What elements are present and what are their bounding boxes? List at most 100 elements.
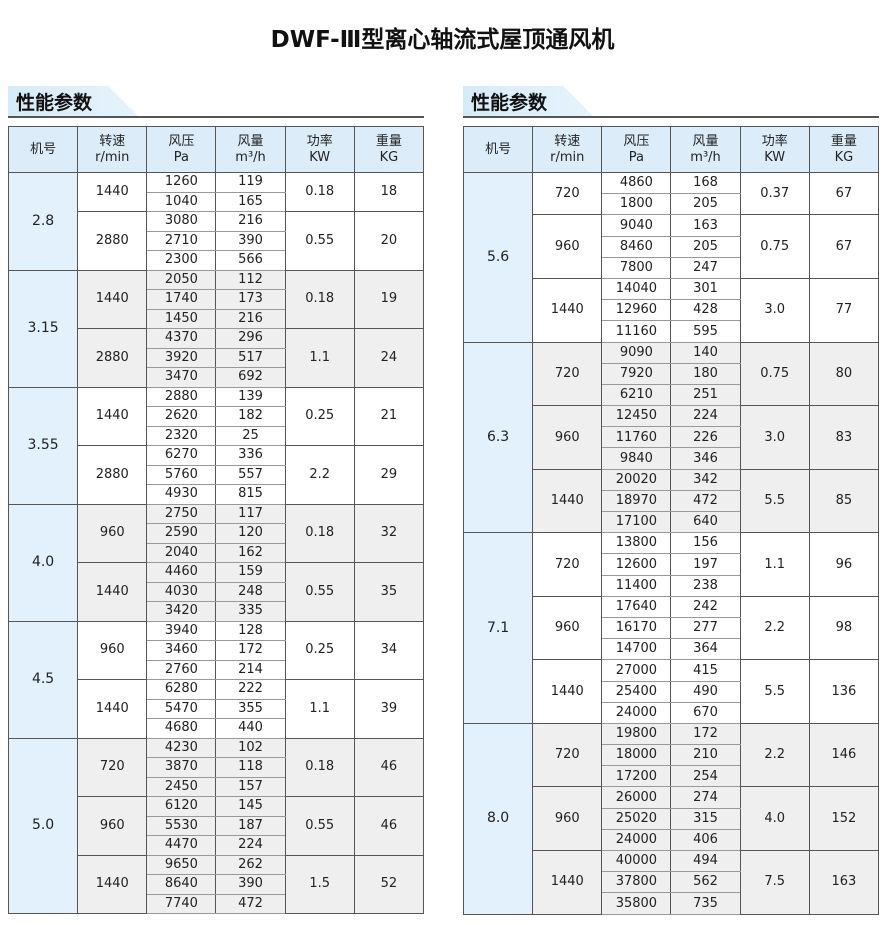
airflow-cell: 262 — [215, 854, 286, 875]
header-label: 功率 — [306, 133, 333, 149]
speed-cell: 960 — [77, 620, 148, 680]
header-label: 风压 — [623, 133, 650, 149]
airflow-cell: 440 — [215, 718, 286, 739]
model-cell: 3.55 — [7, 386, 79, 505]
airflow-cell: 156 — [670, 532, 741, 555]
pressure-cell: 2450 — [146, 776, 217, 797]
table-row: 1450 216 — [9, 308, 424, 329]
pressure-cell: 1040 — [146, 191, 217, 212]
left-panel: 性能参数 机号 转速 r/min 风压 Pa 风量 m³/h 功率 KW 重量 KG 2.8 1440 12… — [7, 84, 425, 914]
airflow-cell: 197 — [670, 553, 741, 576]
weight-cell: 46 — [353, 796, 425, 856]
table-row: 9840 346 — [464, 447, 879, 470]
table-row: 5530 187 — [9, 815, 424, 836]
table-row: 18970 472 — [464, 489, 879, 513]
power-cell: 3.0 — [739, 405, 810, 470]
table-row: 2880 6270 336 2.2 29 — [9, 445, 425, 505]
airflow-cell: 595 — [670, 320, 741, 343]
table-row: 3.55 1440 2880 139 0.25 21 — [7, 386, 425, 505]
column-header: 风量 m³/h — [215, 126, 286, 173]
pressure-cell: 27000 — [601, 659, 672, 682]
pressure-cell: 4930 — [146, 484, 217, 505]
speed-cell: 2880 — [77, 211, 148, 271]
performance-table: 机号 转速 r/min 风压 Pa 风量 m³/h 功率 KW 重量 KG 5.6 720 4860 168… — [462, 126, 880, 915]
pressure-cell: 6280 — [146, 679, 217, 700]
column-header: 风量 m³/h — [670, 126, 741, 173]
airflow-cell: 415 — [670, 659, 741, 682]
table-row: 5.6 720 4860 168 0.37 67 — [462, 171, 880, 343]
airflow-cell: 428 — [670, 299, 741, 322]
speed-cell: 720 — [77, 737, 148, 797]
model-cell: 3.15 — [7, 269, 79, 388]
pressure-cell: 3870 — [146, 757, 217, 778]
power-cell: 4.0 — [739, 786, 810, 851]
table-row: 35800 735 — [464, 892, 879, 915]
airflow-cell: 562 — [670, 871, 741, 894]
airflow-cell: 157 — [215, 776, 286, 797]
pressure-cell: 11160 — [601, 320, 672, 343]
weight-cell: 67 — [808, 214, 880, 279]
pressure-cell: 5760 — [146, 464, 217, 485]
power-cell: 1.1 — [739, 532, 810, 597]
speed-cell: 960 — [77, 503, 148, 563]
table-row: 960 9040 163 0.75 67 — [464, 214, 880, 279]
header-row: 机号 转速 r/min 风压 Pa 风量 m³/h 功率 KW 重量 KG — [7, 126, 425, 173]
airflow-cell: 118 — [215, 757, 286, 778]
power-cell: 0.18 — [284, 269, 355, 329]
airflow-cell: 494 — [670, 849, 741, 873]
pressure-cell: 4470 — [146, 835, 217, 856]
speed-cell: 720 — [532, 532, 603, 597]
pressure-cell: 11760 — [601, 426, 672, 449]
pressure-cell: 4860 — [601, 171, 672, 195]
table-row: 1440 4460 159 0.55 35 — [9, 562, 425, 622]
airflow-cell: 336 — [215, 445, 286, 466]
pressure-cell: 2050 — [146, 269, 217, 290]
airflow-cell: 517 — [215, 347, 286, 368]
airflow-cell: 277 — [670, 616, 741, 640]
weight-cell: 18 — [353, 172, 425, 212]
speed-cell: 1440 — [77, 854, 148, 914]
weight-cell: 77 — [808, 277, 880, 343]
table-row: 5470 355 — [9, 698, 424, 719]
table-row: 1440 27000 415 5.5 136 — [464, 659, 880, 724]
model-cell: 6.3 — [462, 341, 534, 534]
table-row: 2760 214 — [9, 659, 424, 680]
airflow-cell: 139 — [215, 386, 286, 407]
pressure-cell: 12450 — [601, 405, 672, 428]
power-cell: 0.18 — [284, 503, 355, 563]
airflow-cell: 247 — [670, 256, 741, 279]
pressure-cell: 2040 — [146, 542, 217, 563]
power-cell: 0.25 — [284, 620, 355, 680]
power-cell: 2.2 — [739, 595, 810, 661]
power-cell: 3.0 — [739, 277, 810, 343]
column-header: 重量 KG — [353, 126, 425, 173]
airflow-cell: 735 — [670, 892, 741, 915]
speed-cell: 1440 — [532, 277, 603, 343]
header-label: 机号 — [485, 141, 512, 157]
speed-cell: 720 — [532, 341, 603, 407]
table-row: 4.0 960 2750 117 0.18 32 — [7, 503, 425, 622]
header-unit: Pa — [628, 149, 644, 165]
table-row: 8640 390 — [9, 874, 424, 895]
table-row: 7740 472 — [9, 893, 424, 914]
pressure-cell: 3420 — [146, 601, 217, 622]
airflow-cell: 128 — [215, 620, 286, 641]
pressure-cell: 13800 — [601, 532, 672, 555]
airflow-cell: 242 — [670, 595, 741, 618]
airflow-cell: 25 — [215, 425, 286, 446]
pressure-cell: 14700 — [601, 638, 672, 661]
column-header: 重量 KG — [808, 126, 880, 173]
airflow-cell: 224 — [670, 405, 741, 428]
column-header: 转速 r/min — [532, 126, 603, 173]
table-row: 3.15 1440 2050 112 0.18 19 — [7, 269, 425, 388]
pressure-cell: 8460 — [601, 235, 672, 258]
pressure-cell: 40000 — [601, 849, 672, 873]
table-row: 17200 254 — [464, 765, 879, 788]
header-unit: KG — [379, 149, 399, 165]
airflow-cell: 216 — [215, 308, 286, 329]
pressure-cell: 11400 — [601, 574, 672, 597]
speed-cell: 1440 — [532, 659, 603, 724]
model-cell: 4.0 — [7, 503, 79, 622]
pressure-cell: 12600 — [601, 553, 672, 576]
power-cell: 2.2 — [739, 722, 810, 788]
